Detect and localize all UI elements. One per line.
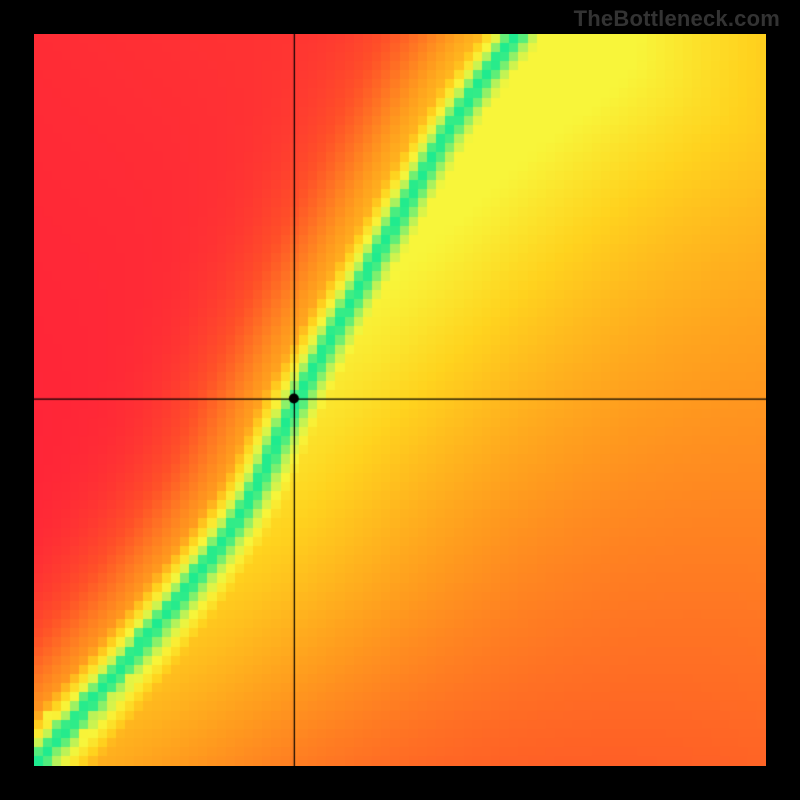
outer-frame: TheBottleneck.com xyxy=(0,0,800,800)
watermark-text: TheBottleneck.com xyxy=(574,6,780,32)
heatmap-canvas xyxy=(34,34,766,766)
